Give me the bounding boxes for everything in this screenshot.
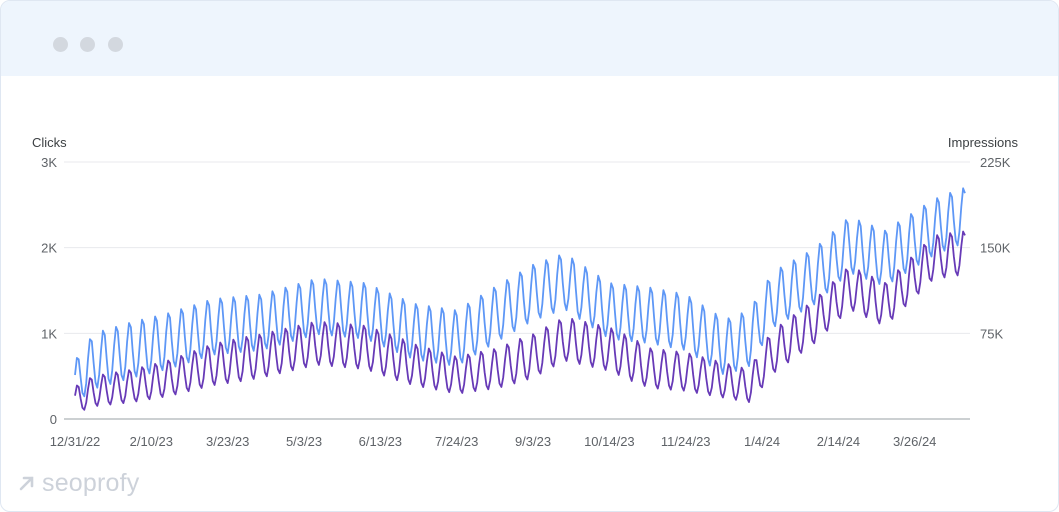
right-tick-label: 225K: [980, 155, 1011, 170]
x-tick-label: 12/31/22: [50, 434, 101, 449]
left-tick-label: 1K: [41, 326, 57, 341]
x-tick-label: 2/10/23: [130, 434, 173, 449]
close-dot[interactable]: [53, 37, 68, 52]
right-axis: 225K 150K 75K: [980, 155, 1011, 341]
seoprofy-logo: seoprofy: [18, 468, 140, 498]
left-axis: 3K 2K 1K 0: [41, 155, 57, 427]
left-tick-label: 0: [50, 412, 57, 427]
left-tick-label: 2K: [41, 241, 57, 256]
impressions-series-line: [74, 187, 966, 398]
x-tick-label: 1/4/24: [744, 434, 780, 449]
series-lines: [74, 187, 966, 411]
x-tick-label: 3/26/24: [893, 434, 936, 449]
x-tick-label: 5/3/23: [286, 434, 322, 449]
window-titlebar: [1, 1, 1058, 76]
x-tick-label: 11/24/23: [661, 434, 711, 449]
x-axis: 12/31/22 2/10/23 3/23/23 5/3/23 6/13/23 7/24/…: [50, 434, 937, 449]
x-tick-label: 7/24/23: [435, 434, 478, 449]
left-axis-title: Clicks: [32, 135, 67, 150]
right-tick-label: 75K: [980, 326, 1003, 341]
right-axis-title: Impressions: [948, 135, 1019, 150]
maximize-dot[interactable]: [108, 37, 123, 52]
arrow-up-right-icon: [19, 476, 34, 491]
chart-grid: [64, 161, 970, 420]
x-tick-label: 10/14/23: [584, 434, 635, 449]
minimize-dot[interactable]: [80, 37, 95, 52]
right-tick-label: 150K: [980, 241, 1011, 256]
x-tick-label: 6/13/23: [359, 434, 402, 449]
x-tick-label: 2/14/24: [817, 434, 860, 449]
clicks-series-line: [74, 230, 966, 411]
x-tick-label: 9/3/23: [515, 434, 551, 449]
x-tick-label: 3/23/23: [206, 434, 249, 449]
left-tick-label: 3K: [41, 155, 57, 170]
logo-text: seoprofy: [42, 468, 140, 497]
